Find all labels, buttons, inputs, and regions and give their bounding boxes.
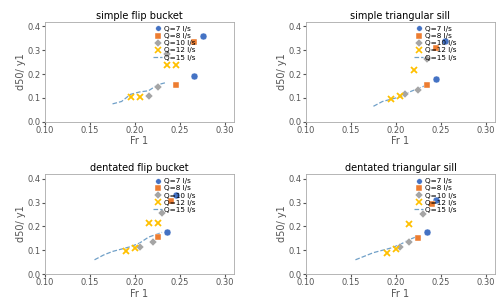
X-axis label: Fr 1: Fr 1 <box>130 136 148 146</box>
Title: simple flip bucket: simple flip bucket <box>96 11 183 21</box>
Y-axis label: d50/ y1: d50/ y1 <box>16 206 26 242</box>
X-axis label: Fr 1: Fr 1 <box>392 136 409 146</box>
Legend: Q=7 l/s, Q=8 l/s, Q=10 l/s, Q=12 l/s, Q=15 l/s: Q=7 l/s, Q=8 l/s, Q=10 l/s, Q=12 l/s, Q=… <box>414 177 458 213</box>
Title: dentated flip bucket: dentated flip bucket <box>90 163 189 173</box>
Y-axis label: d50/ y1: d50/ y1 <box>16 53 26 90</box>
Y-axis label: d50/ y1: d50/ y1 <box>277 206 287 242</box>
Legend: Q=7 l/s, Q=8 l/s, Q=10 l/s, Q=12 l/s, Q=15 l/s: Q=7 l/s, Q=8 l/s, Q=10 l/s, Q=12 l/s, Q=… <box>152 25 196 61</box>
Legend: Q=7 l/s, Q=8 l/s, Q=10 l/s, Q=12 l/s, Q=15 l/s: Q=7 l/s, Q=8 l/s, Q=10 l/s, Q=12 l/s, Q=… <box>152 177 196 213</box>
Title: simple triangular sill: simple triangular sill <box>350 11 450 21</box>
Y-axis label: d50/ y1: d50/ y1 <box>277 53 287 90</box>
Title: dentated triangular sill: dentated triangular sill <box>344 163 457 173</box>
X-axis label: Fr 1: Fr 1 <box>130 289 148 299</box>
X-axis label: Fr 1: Fr 1 <box>392 289 409 299</box>
Legend: Q=7 l/s, Q=8 l/s, Q=10 l/s, Q=12 l/s, Q=15 l/s: Q=7 l/s, Q=8 l/s, Q=10 l/s, Q=12 l/s, Q=… <box>414 25 458 61</box>
